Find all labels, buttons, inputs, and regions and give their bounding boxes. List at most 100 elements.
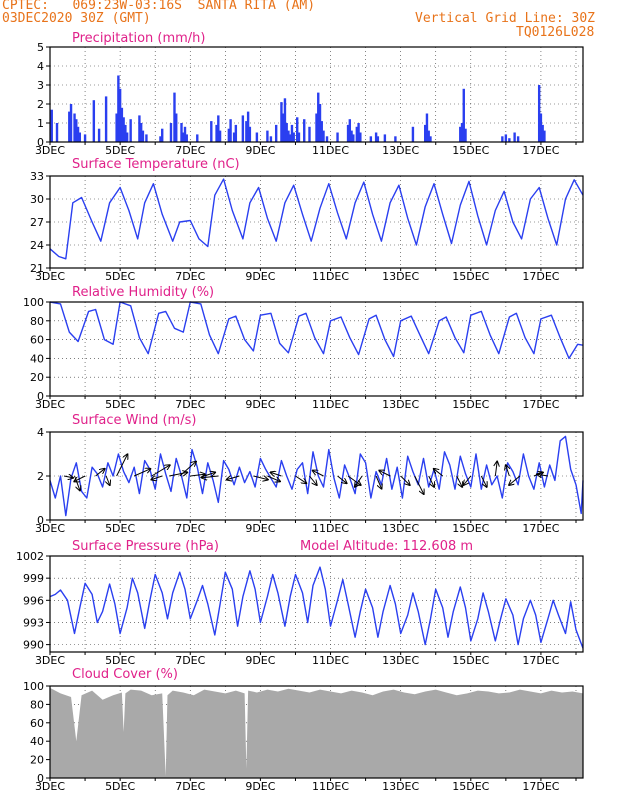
precip-bar bbox=[241, 115, 245, 142]
precip-bar bbox=[355, 126, 359, 142]
x-tick-label: 17DEC bbox=[522, 654, 559, 667]
precip-bar bbox=[281, 113, 285, 142]
series-line bbox=[49, 566, 584, 649]
precip-bar bbox=[303, 119, 306, 142]
panel-title: Surface Pressure (hPa) bbox=[72, 539, 219, 554]
precip-bar bbox=[229, 119, 232, 142]
y-tick-label: 30 bbox=[30, 193, 44, 206]
precip-bar bbox=[336, 132, 339, 142]
precip-bar bbox=[357, 123, 360, 142]
precip-bar bbox=[183, 126, 187, 142]
panel-frame bbox=[49, 431, 584, 521]
precip-bar bbox=[50, 109, 53, 142]
precip-bar bbox=[297, 132, 301, 142]
wind-arrow bbox=[253, 476, 267, 480]
wind-arrow bbox=[133, 469, 150, 477]
wind-arrow bbox=[106, 475, 110, 485]
model-altitude-note: Model Altitude: 112.608 m bbox=[300, 539, 473, 554]
panel-frame bbox=[49, 175, 584, 269]
x-tick-label: 15DEC bbox=[452, 398, 489, 411]
precip-bar bbox=[320, 121, 323, 142]
panel-title: Surface Temperature (nC) bbox=[72, 157, 240, 172]
panel-title: Surface Wind (m/s) bbox=[72, 413, 196, 428]
x-tick-label: 3DEC bbox=[35, 654, 65, 667]
x-tick-label: 11DEC bbox=[312, 780, 349, 793]
x-tick-label: 7DEC bbox=[175, 270, 205, 283]
precip-bar bbox=[246, 111, 250, 142]
station-title: CPTEC: 069:23W-03:16S SANTA RITA (AM) bbox=[2, 0, 316, 13]
precip-bar bbox=[287, 130, 290, 142]
y-tick-label: 990 bbox=[23, 639, 44, 652]
model-code: TQ0126L028 bbox=[516, 25, 595, 40]
y-tick-label: 100 bbox=[23, 296, 44, 309]
precip-bar bbox=[318, 104, 322, 142]
precip-bar bbox=[159, 136, 162, 142]
precip-bar bbox=[459, 126, 462, 142]
x-tick-label: 13DEC bbox=[382, 270, 419, 283]
precip-bar bbox=[346, 124, 350, 142]
precip-bar bbox=[424, 124, 427, 142]
x-tick-label: 17DEC bbox=[522, 398, 559, 411]
precip-bar bbox=[104, 96, 108, 142]
precip-bar bbox=[92, 100, 96, 142]
x-tick-label: 3DEC bbox=[35, 522, 65, 535]
precip-bar bbox=[266, 130, 269, 142]
precip-bar bbox=[138, 115, 141, 142]
wind-arrow bbox=[295, 475, 306, 483]
precip-bar bbox=[232, 132, 236, 142]
wind-arrow bbox=[309, 475, 316, 485]
y-tick-label: 33 bbox=[30, 170, 44, 183]
panel-frame bbox=[49, 555, 584, 653]
y-tick-label: 0 bbox=[37, 390, 44, 403]
y-tick-label: 2 bbox=[37, 470, 44, 483]
x-tick-label: 13DEC bbox=[382, 522, 419, 535]
y-tick-label: 4 bbox=[37, 426, 44, 439]
y-tick-label: 2 bbox=[37, 98, 44, 111]
wind-arrow bbox=[379, 471, 391, 477]
wind-arrow bbox=[227, 476, 240, 480]
wind-arrow bbox=[95, 469, 105, 477]
precip-bar bbox=[464, 128, 467, 142]
precip-bar bbox=[427, 130, 430, 142]
wind-arrow bbox=[480, 475, 486, 487]
y-tick-label: 40 bbox=[30, 352, 44, 365]
precip-bar bbox=[75, 119, 78, 142]
precip-bar bbox=[359, 132, 362, 142]
precip-bar bbox=[425, 113, 429, 142]
y-tick-label: 996 bbox=[23, 594, 44, 607]
wind-arrow bbox=[337, 475, 347, 483]
wind-arrow bbox=[355, 475, 363, 487]
precip-bar bbox=[117, 75, 120, 142]
precip-bar bbox=[139, 123, 143, 142]
precip-bar bbox=[73, 113, 76, 142]
precip-bar bbox=[145, 134, 148, 142]
precip-bar bbox=[508, 138, 511, 142]
wind-arrow bbox=[414, 475, 424, 494]
precip-bar bbox=[180, 123, 183, 142]
chart-header: CPTEC: 069:23W-03:16S SANTA RITA (AM) 03… bbox=[0, 0, 618, 40]
precip-bar bbox=[322, 130, 325, 142]
y-tick-label: 60 bbox=[30, 334, 44, 347]
x-tick-label: 13DEC bbox=[382, 654, 419, 667]
x-tick-label: 5DEC bbox=[105, 398, 135, 411]
wind-arrow bbox=[400, 475, 410, 485]
wind-arrow bbox=[151, 476, 163, 480]
y-tick-label: 60 bbox=[30, 717, 44, 730]
wind-arrow bbox=[179, 462, 196, 477]
wind-arrow bbox=[267, 475, 280, 481]
precip-bar bbox=[120, 107, 124, 142]
precip-bar bbox=[173, 92, 176, 142]
precip-bar bbox=[215, 124, 218, 142]
cloud-cover-area bbox=[50, 687, 583, 778]
wind-arrow bbox=[313, 471, 324, 477]
precip-bar bbox=[292, 132, 295, 142]
precip-bar bbox=[161, 128, 164, 142]
precip-bar bbox=[374, 132, 378, 142]
precip-bar bbox=[274, 124, 278, 142]
wind-arrow bbox=[537, 474, 549, 476]
y-tick-label: 0 bbox=[37, 514, 44, 527]
wind-arrow bbox=[509, 475, 521, 485]
x-tick-label: 7DEC bbox=[175, 522, 205, 535]
precip-bar bbox=[411, 126, 415, 142]
